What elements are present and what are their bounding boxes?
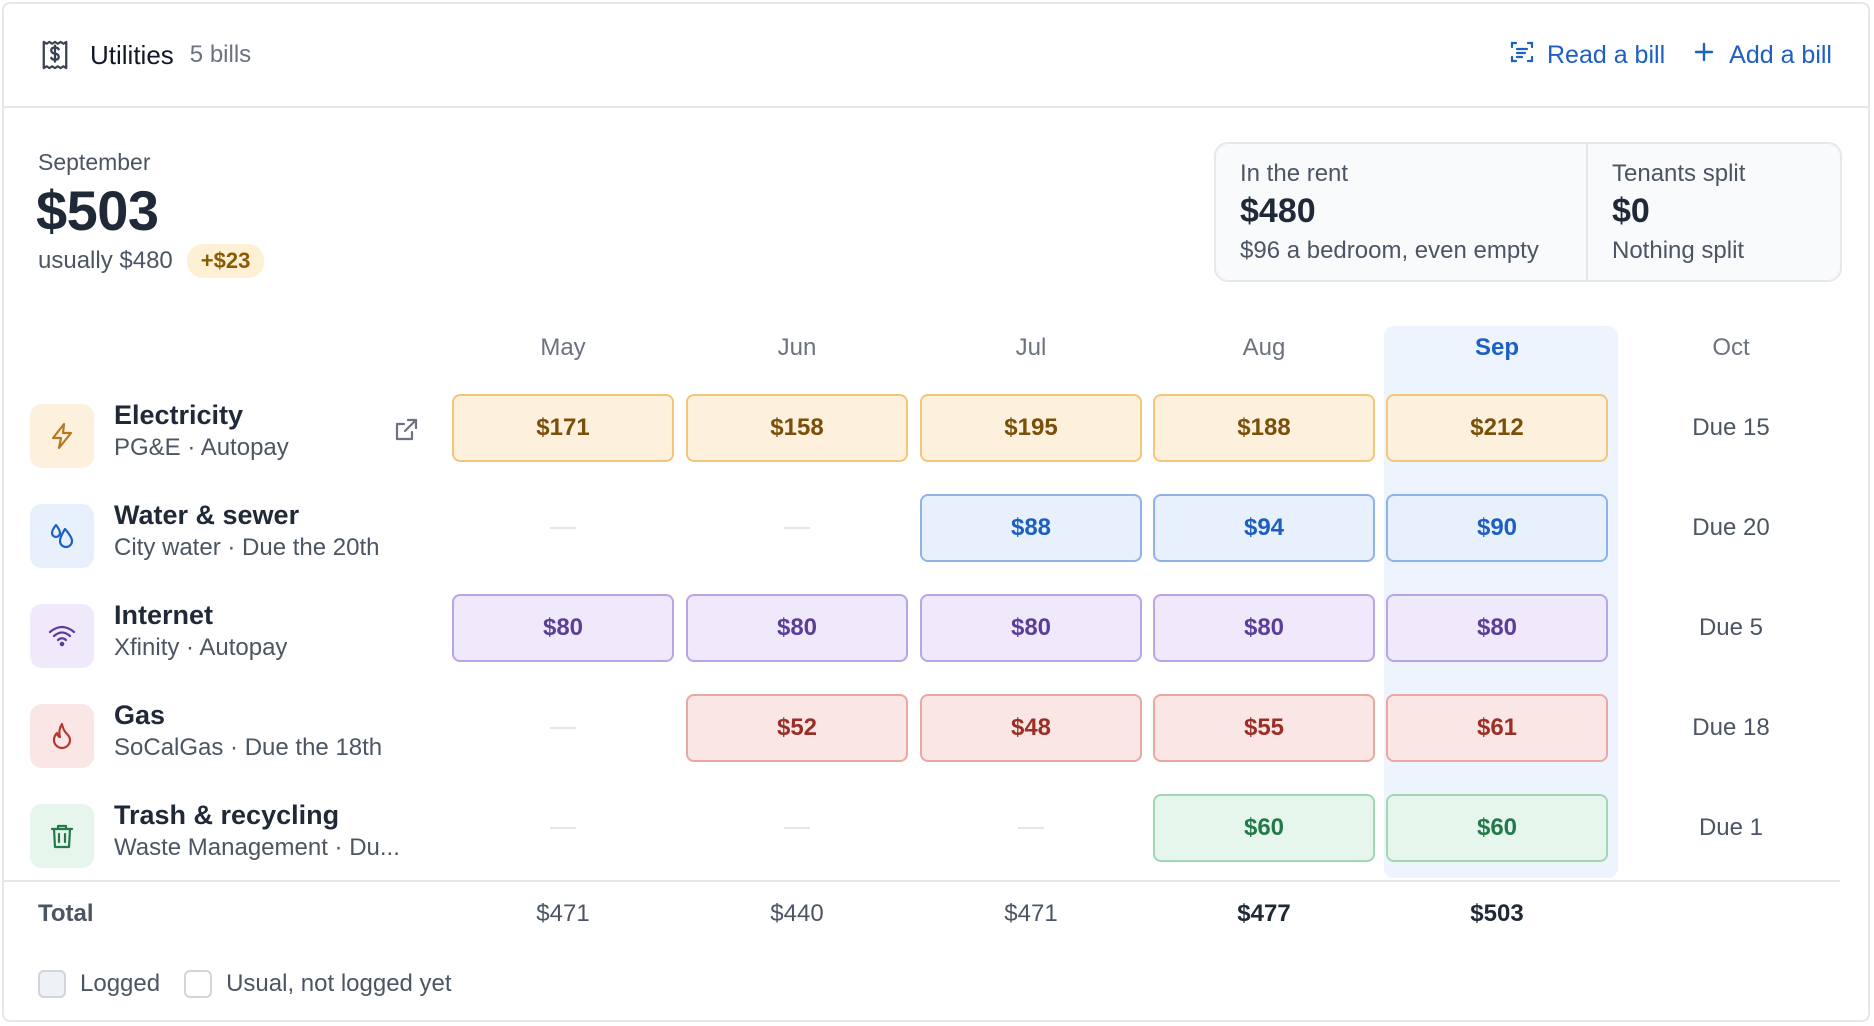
month-header-may: May bbox=[540, 334, 586, 361]
bill-amount-cell[interactable]: $90 bbox=[1386, 494, 1608, 562]
stat-split-value: $0 bbox=[1612, 192, 1650, 230]
utility-name: Trash & recycling bbox=[114, 800, 340, 830]
due-date: Due 1 bbox=[1698, 814, 1764, 841]
month-header-aug: Aug bbox=[1242, 334, 1286, 361]
stat-split: Tenants split $0 Nothing split bbox=[1588, 144, 1769, 280]
total-value-aug: $477 bbox=[1237, 900, 1291, 927]
summary-usual-row: usually $480 +$23 bbox=[38, 244, 265, 278]
empty-month-dash bbox=[550, 727, 576, 729]
legend-logged: Logged bbox=[38, 970, 160, 998]
bill-amount-cell[interactable]: $94 bbox=[1153, 494, 1375, 562]
utility-row: Trash & recycling Waste Management · Du..… bbox=[4, 794, 1872, 894]
stat-split-sub: Nothing split bbox=[1612, 237, 1745, 264]
read-bill-button[interactable]: Read a bill bbox=[1509, 39, 1665, 72]
bill-amount-cell[interactable]: $88 bbox=[920, 494, 1142, 562]
trash-icon bbox=[30, 804, 94, 868]
month-header-jun: Jun bbox=[777, 334, 817, 361]
header-actions: Read a bill Add a bill bbox=[1509, 39, 1832, 72]
total-value-may: $471 bbox=[536, 900, 590, 927]
total-value-sep: $503 bbox=[1470, 900, 1524, 927]
legend-logged-label: Logged bbox=[80, 970, 161, 997]
utility-name: Electricity bbox=[114, 400, 244, 430]
bill-count: 5 bills bbox=[189, 41, 252, 68]
bill-amount-cell[interactable]: $80 bbox=[1153, 594, 1375, 662]
bill-amount-cell[interactable]: $171 bbox=[452, 394, 674, 462]
bill-amount-cell[interactable]: $80 bbox=[920, 594, 1142, 662]
external-link-icon[interactable] bbox=[392, 416, 420, 444]
summary-month: September bbox=[38, 149, 151, 175]
flame-icon bbox=[30, 704, 94, 768]
total-value-jun: $440 bbox=[770, 900, 824, 927]
bill-amount-cell[interactable]: $212 bbox=[1386, 394, 1608, 462]
plus-icon bbox=[1691, 39, 1717, 72]
bill-amount-cell[interactable]: $48 bbox=[920, 694, 1142, 762]
receipt-dollar-icon bbox=[40, 38, 72, 72]
legend: Logged Usual, not logged yet bbox=[38, 970, 452, 998]
bill-amount-cell[interactable]: $188 bbox=[1153, 394, 1375, 462]
due-date: Due 20 bbox=[1692, 514, 1770, 541]
logged-swatch bbox=[38, 970, 66, 998]
utility-row: Water & sewer City water · Due the 20th $8… bbox=[4, 494, 1872, 594]
utility-row: Electricity PG&E · Autopay $171 $158 $195 $18… bbox=[4, 394, 1872, 494]
utility-provider: City water · Due the 20th bbox=[114, 534, 380, 561]
stats-box: In the rent $480 $96 a bedroom, even emp… bbox=[1214, 142, 1842, 282]
utility-provider: SoCalGas · Due the 18th bbox=[114, 734, 383, 761]
lightning-icon bbox=[30, 404, 94, 468]
utility-name: Gas bbox=[114, 700, 166, 730]
stat-rent-sub: $96 a bedroom, even empty bbox=[1240, 237, 1539, 264]
due-date: Due 5 bbox=[1698, 614, 1764, 641]
bill-amount-cell[interactable]: $60 bbox=[1386, 794, 1608, 862]
empty-month-dash bbox=[550, 827, 576, 829]
water-drop-icon bbox=[30, 504, 94, 568]
bill-amount-cell[interactable]: $60 bbox=[1153, 794, 1375, 862]
due-date: Due 18 bbox=[1692, 714, 1770, 741]
utility-row: Gas SoCalGas · Due the 18th $52 $48 $55 $61 Du… bbox=[4, 694, 1872, 794]
stat-rent: In the rent $480 $96 a bedroom, even emp… bbox=[1216, 144, 1588, 280]
empty-month-dash bbox=[784, 527, 810, 529]
month-header-oct: Oct bbox=[1712, 334, 1750, 361]
bill-amount-cell[interactable]: $80 bbox=[452, 594, 674, 662]
total-label: Total bbox=[38, 900, 94, 927]
legend-usual-label: Usual, not logged yet bbox=[226, 970, 452, 997]
legend-usual: Usual, not logged yet bbox=[184, 970, 452, 998]
month-header-sep: Sep bbox=[1474, 334, 1519, 361]
utility-provider: PG&E · Autopay bbox=[114, 434, 289, 461]
bill-amount-cell[interactable]: $158 bbox=[686, 394, 908, 462]
delta-badge: +$23 bbox=[186, 244, 265, 278]
stat-rent-label: In the rent bbox=[1240, 160, 1349, 187]
bill-amount-cell[interactable]: $80 bbox=[686, 594, 908, 662]
page-title: Utilities bbox=[90, 39, 174, 70]
empty-month-dash bbox=[784, 827, 810, 829]
summary-total: $503 bbox=[36, 179, 159, 242]
utility-row: Internet Xfinity · Autopay $80 $80 $80 $80 $80… bbox=[4, 594, 1872, 694]
due-date: Due 15 bbox=[1692, 414, 1770, 441]
utility-provider: Xfinity · Autopay bbox=[114, 634, 288, 661]
add-bill-label: Add a bill bbox=[1729, 40, 1832, 69]
bill-amount-cell[interactable]: $195 bbox=[920, 394, 1142, 462]
summary-usual: usually $480 bbox=[38, 247, 173, 274]
scan-text-icon bbox=[1509, 39, 1535, 72]
bill-amount-cell[interactable]: $80 bbox=[1386, 594, 1608, 662]
read-bill-label: Read a bill bbox=[1547, 40, 1666, 69]
add-bill-button[interactable]: Add a bill bbox=[1691, 39, 1832, 72]
empty-month-dash bbox=[550, 527, 576, 529]
header: Utilities 5 bills Read a bill Add a bbox=[4, 4, 1868, 108]
bill-amount-cell[interactable]: $61 bbox=[1386, 694, 1608, 762]
total-divider bbox=[4, 880, 1840, 882]
usual-swatch bbox=[184, 970, 213, 998]
utility-name: Internet bbox=[114, 600, 214, 630]
stat-split-label: Tenants split bbox=[1612, 160, 1746, 187]
bill-amount-cell[interactable]: $52 bbox=[686, 694, 908, 762]
bill-amount-cell[interactable]: $55 bbox=[1153, 694, 1375, 762]
utility-provider: Waste Management · Du... bbox=[114, 834, 400, 861]
month-header-jul: Jul bbox=[1015, 334, 1047, 361]
stat-rent-value: $480 bbox=[1240, 192, 1316, 230]
utility-name: Water & sewer bbox=[114, 500, 300, 530]
wifi-icon bbox=[30, 604, 94, 668]
total-value-jul: $471 bbox=[1004, 900, 1058, 927]
empty-month-dash bbox=[1018, 827, 1044, 829]
